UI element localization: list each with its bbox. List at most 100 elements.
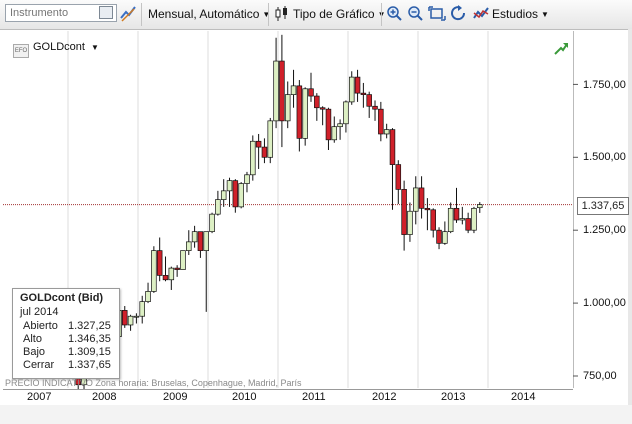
candle-down [389,129,396,165]
x-tick-label: 2009 [163,391,188,403]
info-date: jul 2014 [20,306,59,318]
candle-up [133,315,140,318]
info-row-open: Abierto 1.327,25 [23,320,115,332]
x-tick-label: 2008 [92,391,117,403]
candle-up [302,88,308,139]
instrument-search-input[interactable] [5,4,117,22]
candle-down [232,180,239,208]
studies-dropdown[interactable]: Estudios ▼ [492,7,549,21]
candle-up [215,199,221,215]
candle-up [238,183,244,208]
candle-up [186,241,192,251]
candle-up [348,76,355,103]
candle-down [401,189,407,235]
candle-down [156,250,163,276]
candle-down [436,229,442,244]
candle-down [319,107,326,110]
fit-view-icon[interactable] [428,4,446,24]
period-dropdown[interactable]: Mensual, Automático ▼ [148,7,270,21]
candle-down [308,88,314,97]
x-tick-label: 2014 [511,391,536,403]
candle-up [477,204,483,209]
instrument-list-icon[interactable] [99,6,113,19]
candle-down [430,209,436,231]
info-value: 1.337,65 [68,359,111,371]
candle-up [203,231,209,251]
zoom-in-icon[interactable] [385,4,403,24]
trend-arrow-icon[interactable] [553,41,569,57]
candle-up [343,101,349,125]
candle-up [127,315,134,326]
candle-down [354,76,361,94]
candle-up [244,174,250,184]
candle-up [331,126,338,141]
candle-down [314,95,320,109]
info-row-low: Bajo 1.309,15 [23,346,115,358]
candle-down [372,105,378,110]
last-price-tag: 1.337,65 [577,197,629,215]
y-tick-label: 1.000,00 [583,297,626,309]
status-strip [0,405,632,424]
candle-up [151,250,157,292]
y-tick-label: 1.750,00 [583,79,626,91]
candle-up [413,187,419,212]
x-tick-label: 2012 [372,391,397,403]
candle-up [139,301,145,317]
plot-area [3,31,574,388]
candle-up [209,213,215,233]
candle-up [267,120,274,158]
candle-up [471,207,477,231]
y-tick-label: 1.500,00 [583,151,626,163]
info-value: 1.309,15 [68,346,111,358]
x-tick-label: 2007 [27,391,52,403]
toolbar: Mensual, Automático▼ Tipo de Gráfico▼ Es… [0,0,632,30]
candle-up [145,291,151,302]
drawing-tools-icon[interactable] [119,4,137,24]
candle-down [279,60,285,122]
info-label: Cerrar [23,359,55,371]
candle-down [174,267,180,270]
y-tick-label: 1.250,00 [583,224,626,236]
candle-down [296,85,303,139]
candle-down [261,146,268,158]
candle-down [197,231,204,251]
info-row-high: Alto 1.346,35 [23,333,115,345]
refresh-icon[interactable] [450,4,468,24]
info-label: Alto [23,333,42,345]
instrument-symbol: GOLDcont [33,41,85,53]
candle-up [442,231,448,244]
candle-up [290,85,297,95]
info-value: 1.327,25 [68,320,111,332]
info-title: GOLDcont (Bid) [20,292,104,304]
info-row-close: Cerrar 1.337,65 [23,359,115,371]
zoom-out-icon[interactable] [406,4,424,24]
candle-up [337,123,343,128]
candle-up [273,60,279,122]
x-tick-label: 2010 [232,391,257,403]
candle-up [407,210,413,235]
candle-down [465,218,471,231]
info-label: Abierto [23,320,58,332]
candle-down [255,140,262,148]
x-tick-label: 2011 [302,391,326,403]
info-value: 1.346,35 [68,333,111,345]
period-label: Mensual, Automático [148,7,260,21]
chevron-down-icon: ▼ [90,43,99,52]
candlestick-icon [275,6,287,21]
candle-down [453,207,460,221]
candle-up [220,190,227,200]
instrument-selector[interactable]: EFO GOLDcont ▼ [13,41,99,58]
candle-down [360,92,367,95]
info-label: Bajo [23,346,46,358]
candle-up [459,218,466,221]
instrument-badge-icon: EFO [13,44,29,58]
chevron-down-icon: ▼ [541,10,549,19]
chart-type-label: Tipo de Gráfico [293,7,375,21]
candle-down [418,187,425,209]
ohlc-info-box: GOLDcont (Bid) jul 2014 Abierto 1.327,25… [12,288,120,379]
candle-down [378,108,384,135]
chevron-down-icon: ▼ [262,10,271,19]
candle-down [325,108,332,141]
scrollbar-track[interactable] [628,29,632,405]
y-tick-label: 750,00 [583,370,617,382]
